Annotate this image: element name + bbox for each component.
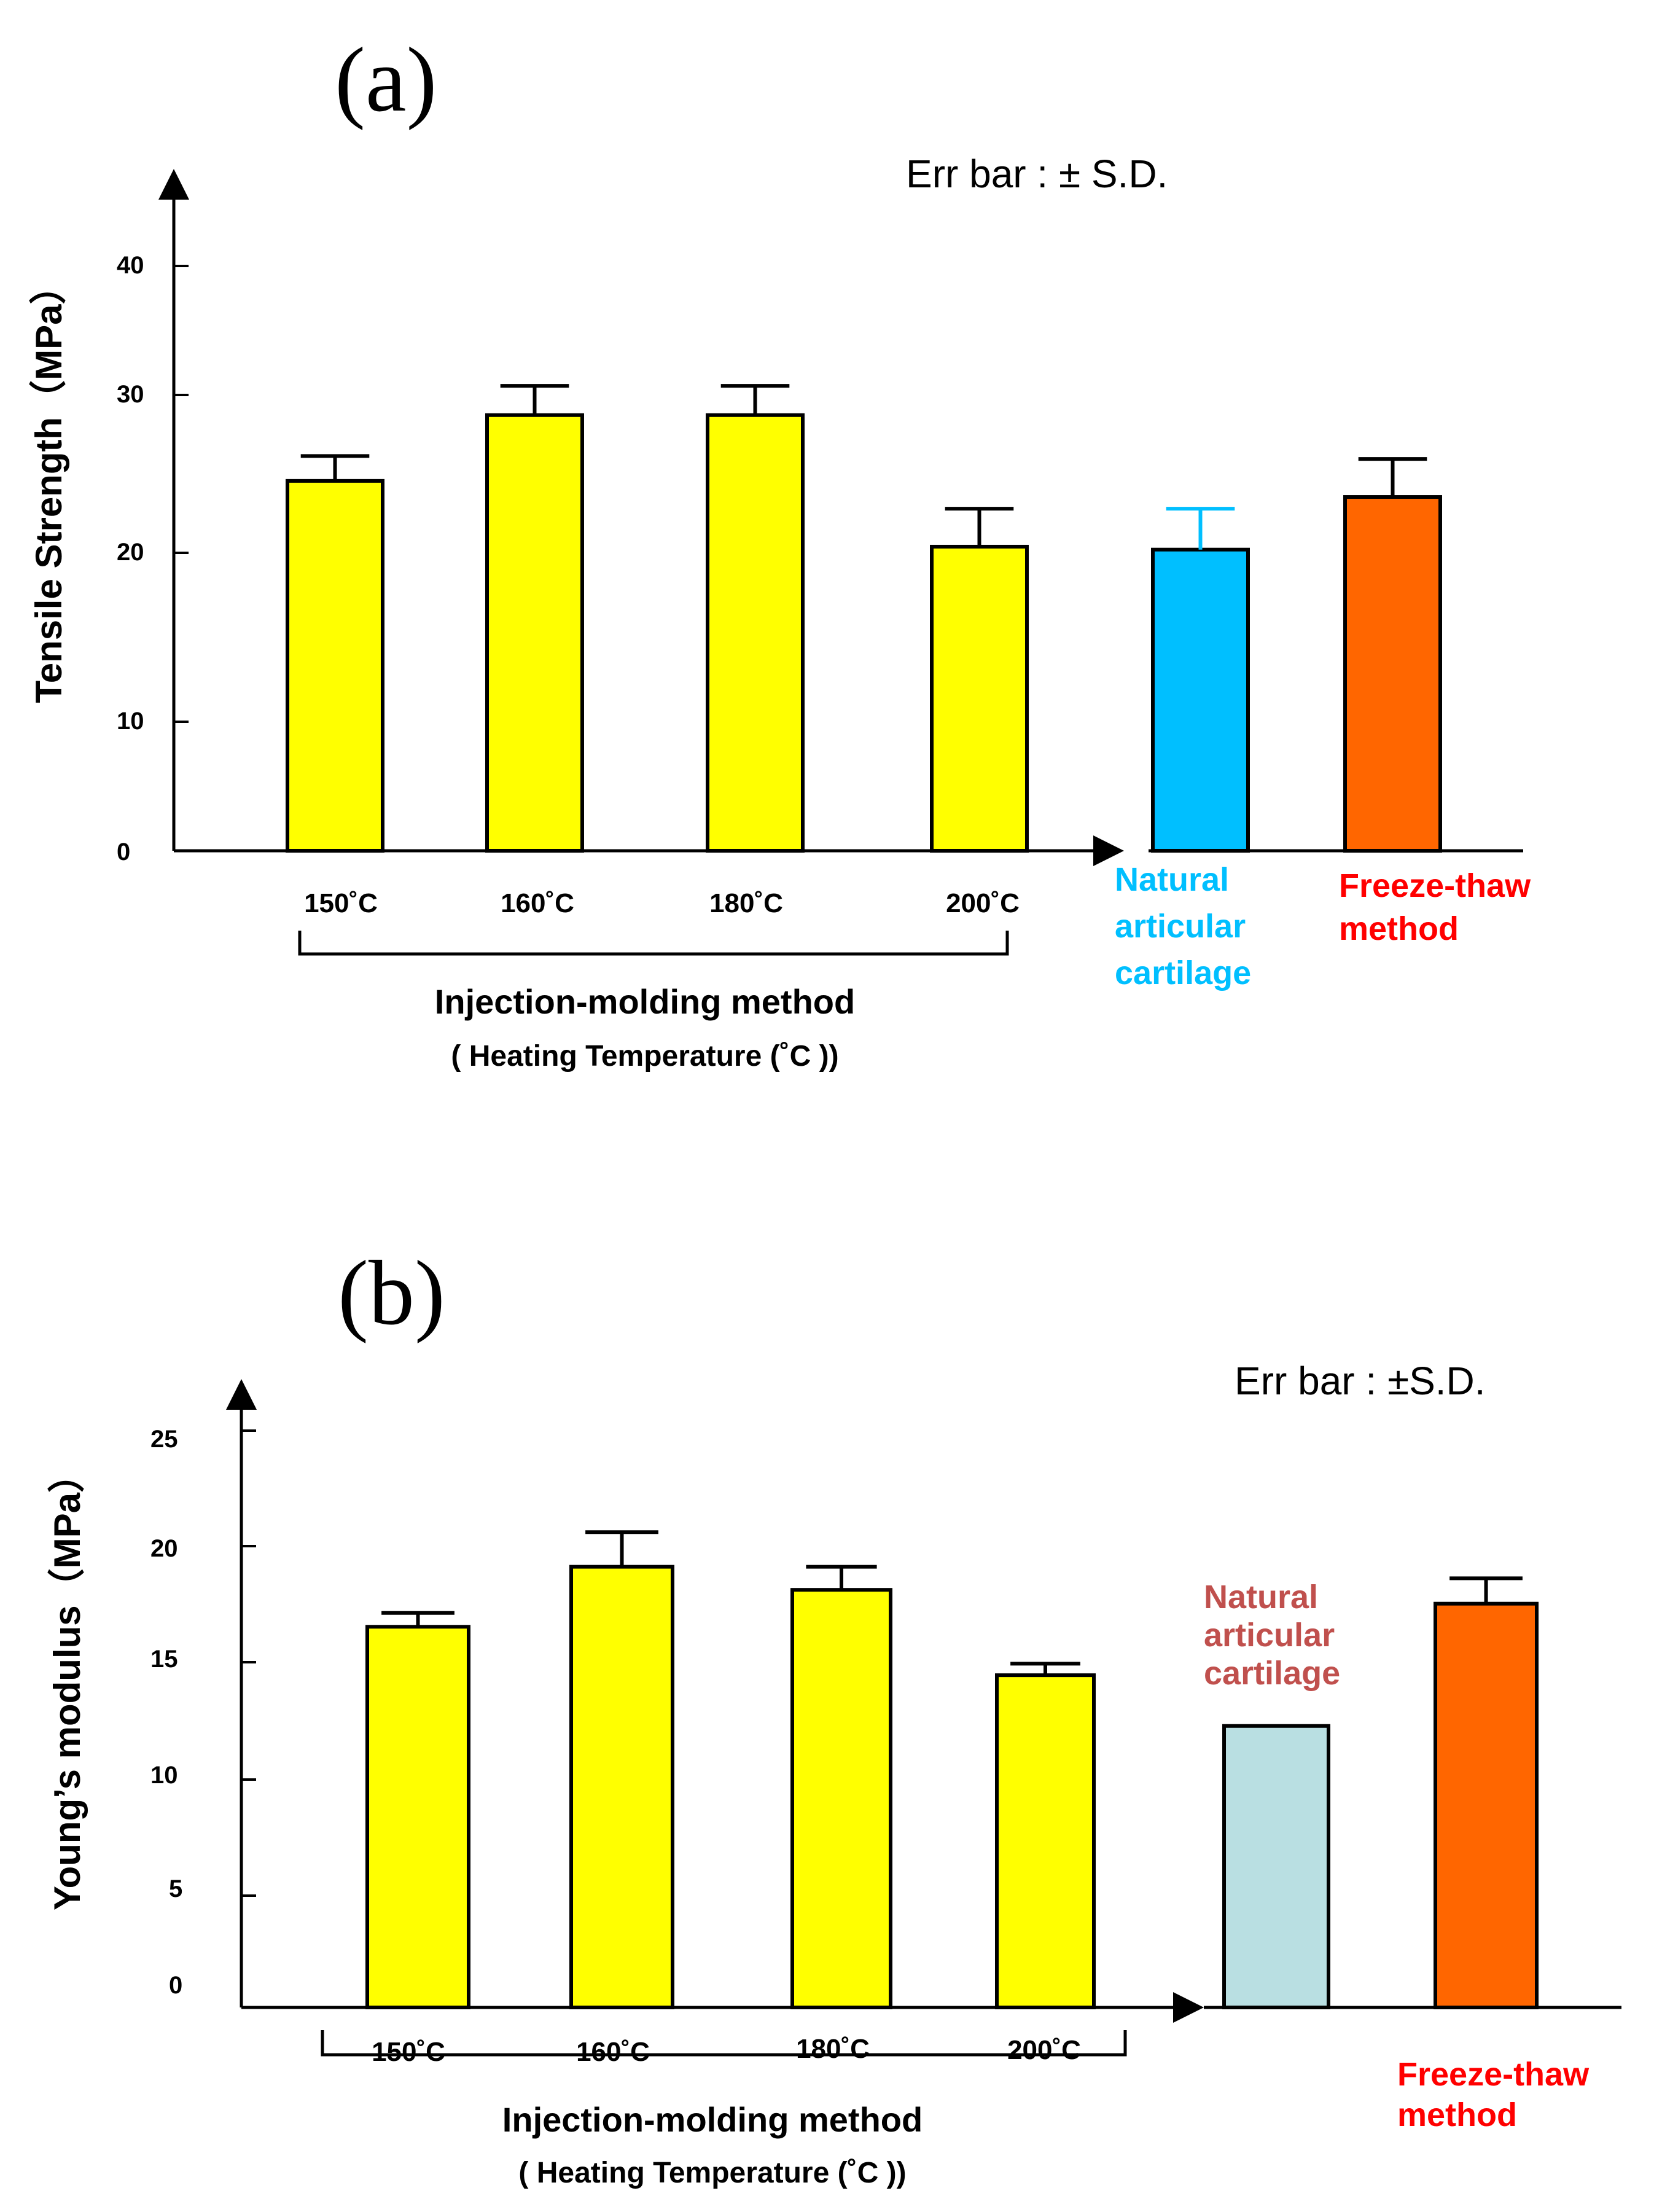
side-label-natural-b: Natural articular cartilage xyxy=(1204,1579,1344,1692)
group-sublabel-a: ( Heating Temperature (˚C )) xyxy=(451,1040,838,1073)
x-category-label-a: 150˚C xyxy=(304,888,378,918)
error-bar-200c-b xyxy=(1010,1662,1080,1676)
error-bar-note-b: Err bar : ±S.D. xyxy=(1235,1359,1486,1403)
x-category-label-b: 200˚C xyxy=(1007,2035,1081,2065)
group-sublabel-b: ( Heating Temperature (˚C )) xyxy=(518,2157,906,2189)
bar-freeze-thaw-b xyxy=(1434,1601,1539,2009)
bar-freeze-thaw-a xyxy=(1343,495,1442,853)
bar-150c-a xyxy=(286,479,384,853)
bar-160c-b xyxy=(569,1565,674,2009)
y-axis-title-a: Tensile Strength（MPa） xyxy=(28,268,69,703)
chart-b: (b) Err bar : ±S.D. 0 5 10 15 20 25 Youn… xyxy=(47,1242,1621,2189)
x-category-label-a: 200˚C xyxy=(946,888,1020,918)
side-label-freeze-thaw-b: Freeze-thaw method xyxy=(1397,2056,1598,2133)
side-label-line: Natural xyxy=(1115,861,1229,898)
side-label-line: method xyxy=(1339,910,1459,947)
side-label-line: Freeze-thaw xyxy=(1397,2056,1590,2093)
y-tick-label-b: 0 xyxy=(169,1972,182,1999)
error-bar-180c-a xyxy=(720,384,790,415)
side-label-line: cartilage xyxy=(1204,1655,1340,1692)
x-category-label-a: 160˚C xyxy=(501,888,574,918)
error-bar-160c-b xyxy=(585,1530,658,1567)
x-category-label-b: 180˚C xyxy=(796,2034,870,2064)
x-category-label-b: 160˚C xyxy=(576,2037,650,2067)
error-bar-freeze-thaw-a xyxy=(1358,457,1427,498)
error-bar-180c-b xyxy=(806,1565,877,1590)
bar-200c-b xyxy=(995,1673,1096,2009)
side-label-line: Freeze-thaw xyxy=(1339,867,1531,904)
bar-160c-a xyxy=(485,413,584,853)
error-bar-freeze-thaw-b xyxy=(1449,1576,1523,1604)
y-tick-label-b: 20 xyxy=(150,1535,178,1562)
error-bar-160c-a xyxy=(500,384,569,415)
bar-180c-a xyxy=(706,413,805,853)
y-tick-label-b: 25 xyxy=(150,1426,178,1453)
group-bracket-b xyxy=(321,2030,1127,2057)
side-label-line: method xyxy=(1397,2097,1517,2133)
bar-200c-a xyxy=(930,544,1029,853)
panel-label-a: (a) xyxy=(335,29,437,131)
y-tick-label-b: 15 xyxy=(150,1646,178,1673)
y-tick-label-a: 20 xyxy=(117,539,144,566)
side-label-line: cartilage xyxy=(1115,955,1251,991)
error-bar-150c-b xyxy=(381,1611,455,1627)
group-label-a: Injection-molding method xyxy=(435,982,855,1021)
side-label-line: articular xyxy=(1115,908,1246,945)
y-tick-label-a: 40 xyxy=(117,252,144,279)
x-category-label-a: 180˚C xyxy=(709,888,783,918)
y-tick-label-a: 0 xyxy=(117,838,130,866)
error-bar-200c-a xyxy=(945,507,1014,547)
error-bar-natural-cartilage-a xyxy=(1166,507,1235,550)
bar-180c-b xyxy=(790,1588,892,2010)
y-tick-label-a: 10 xyxy=(117,708,144,735)
bar-natural-cartilage-a xyxy=(1151,547,1250,853)
panel-label-b: (b) xyxy=(338,1242,445,1344)
bar-natural-cartilage-b xyxy=(1222,1724,1330,2010)
bar-150c-b xyxy=(365,1625,470,2009)
chart-a: (a) Err bar : ± S.D. 0 10 20 30 40 Tensi… xyxy=(28,29,1540,1073)
y-axis-title-b: Young’s modulus（MPa） xyxy=(47,1456,88,1910)
side-label-line: articular xyxy=(1204,1617,1335,1654)
x-category-label-b: 150˚C xyxy=(372,2037,445,2067)
y-tick-label-a: 30 xyxy=(117,381,144,408)
y-tick-label-b: 5 xyxy=(169,1875,182,1902)
error-bar-note-a: Err bar : ± S.D. xyxy=(906,152,1168,196)
group-label-b: Injection-molding method xyxy=(502,2100,923,2139)
side-label-freeze-thaw-a: Freeze-thaw method xyxy=(1339,867,1540,947)
error-bar-150c-a xyxy=(300,454,370,481)
y-tick-label-b: 10 xyxy=(150,1762,178,1789)
side-label-line: Natural xyxy=(1204,1579,1318,1616)
side-label-natural-a: Natural articular cartilage xyxy=(1115,861,1255,991)
group-bracket-a xyxy=(298,931,1009,956)
